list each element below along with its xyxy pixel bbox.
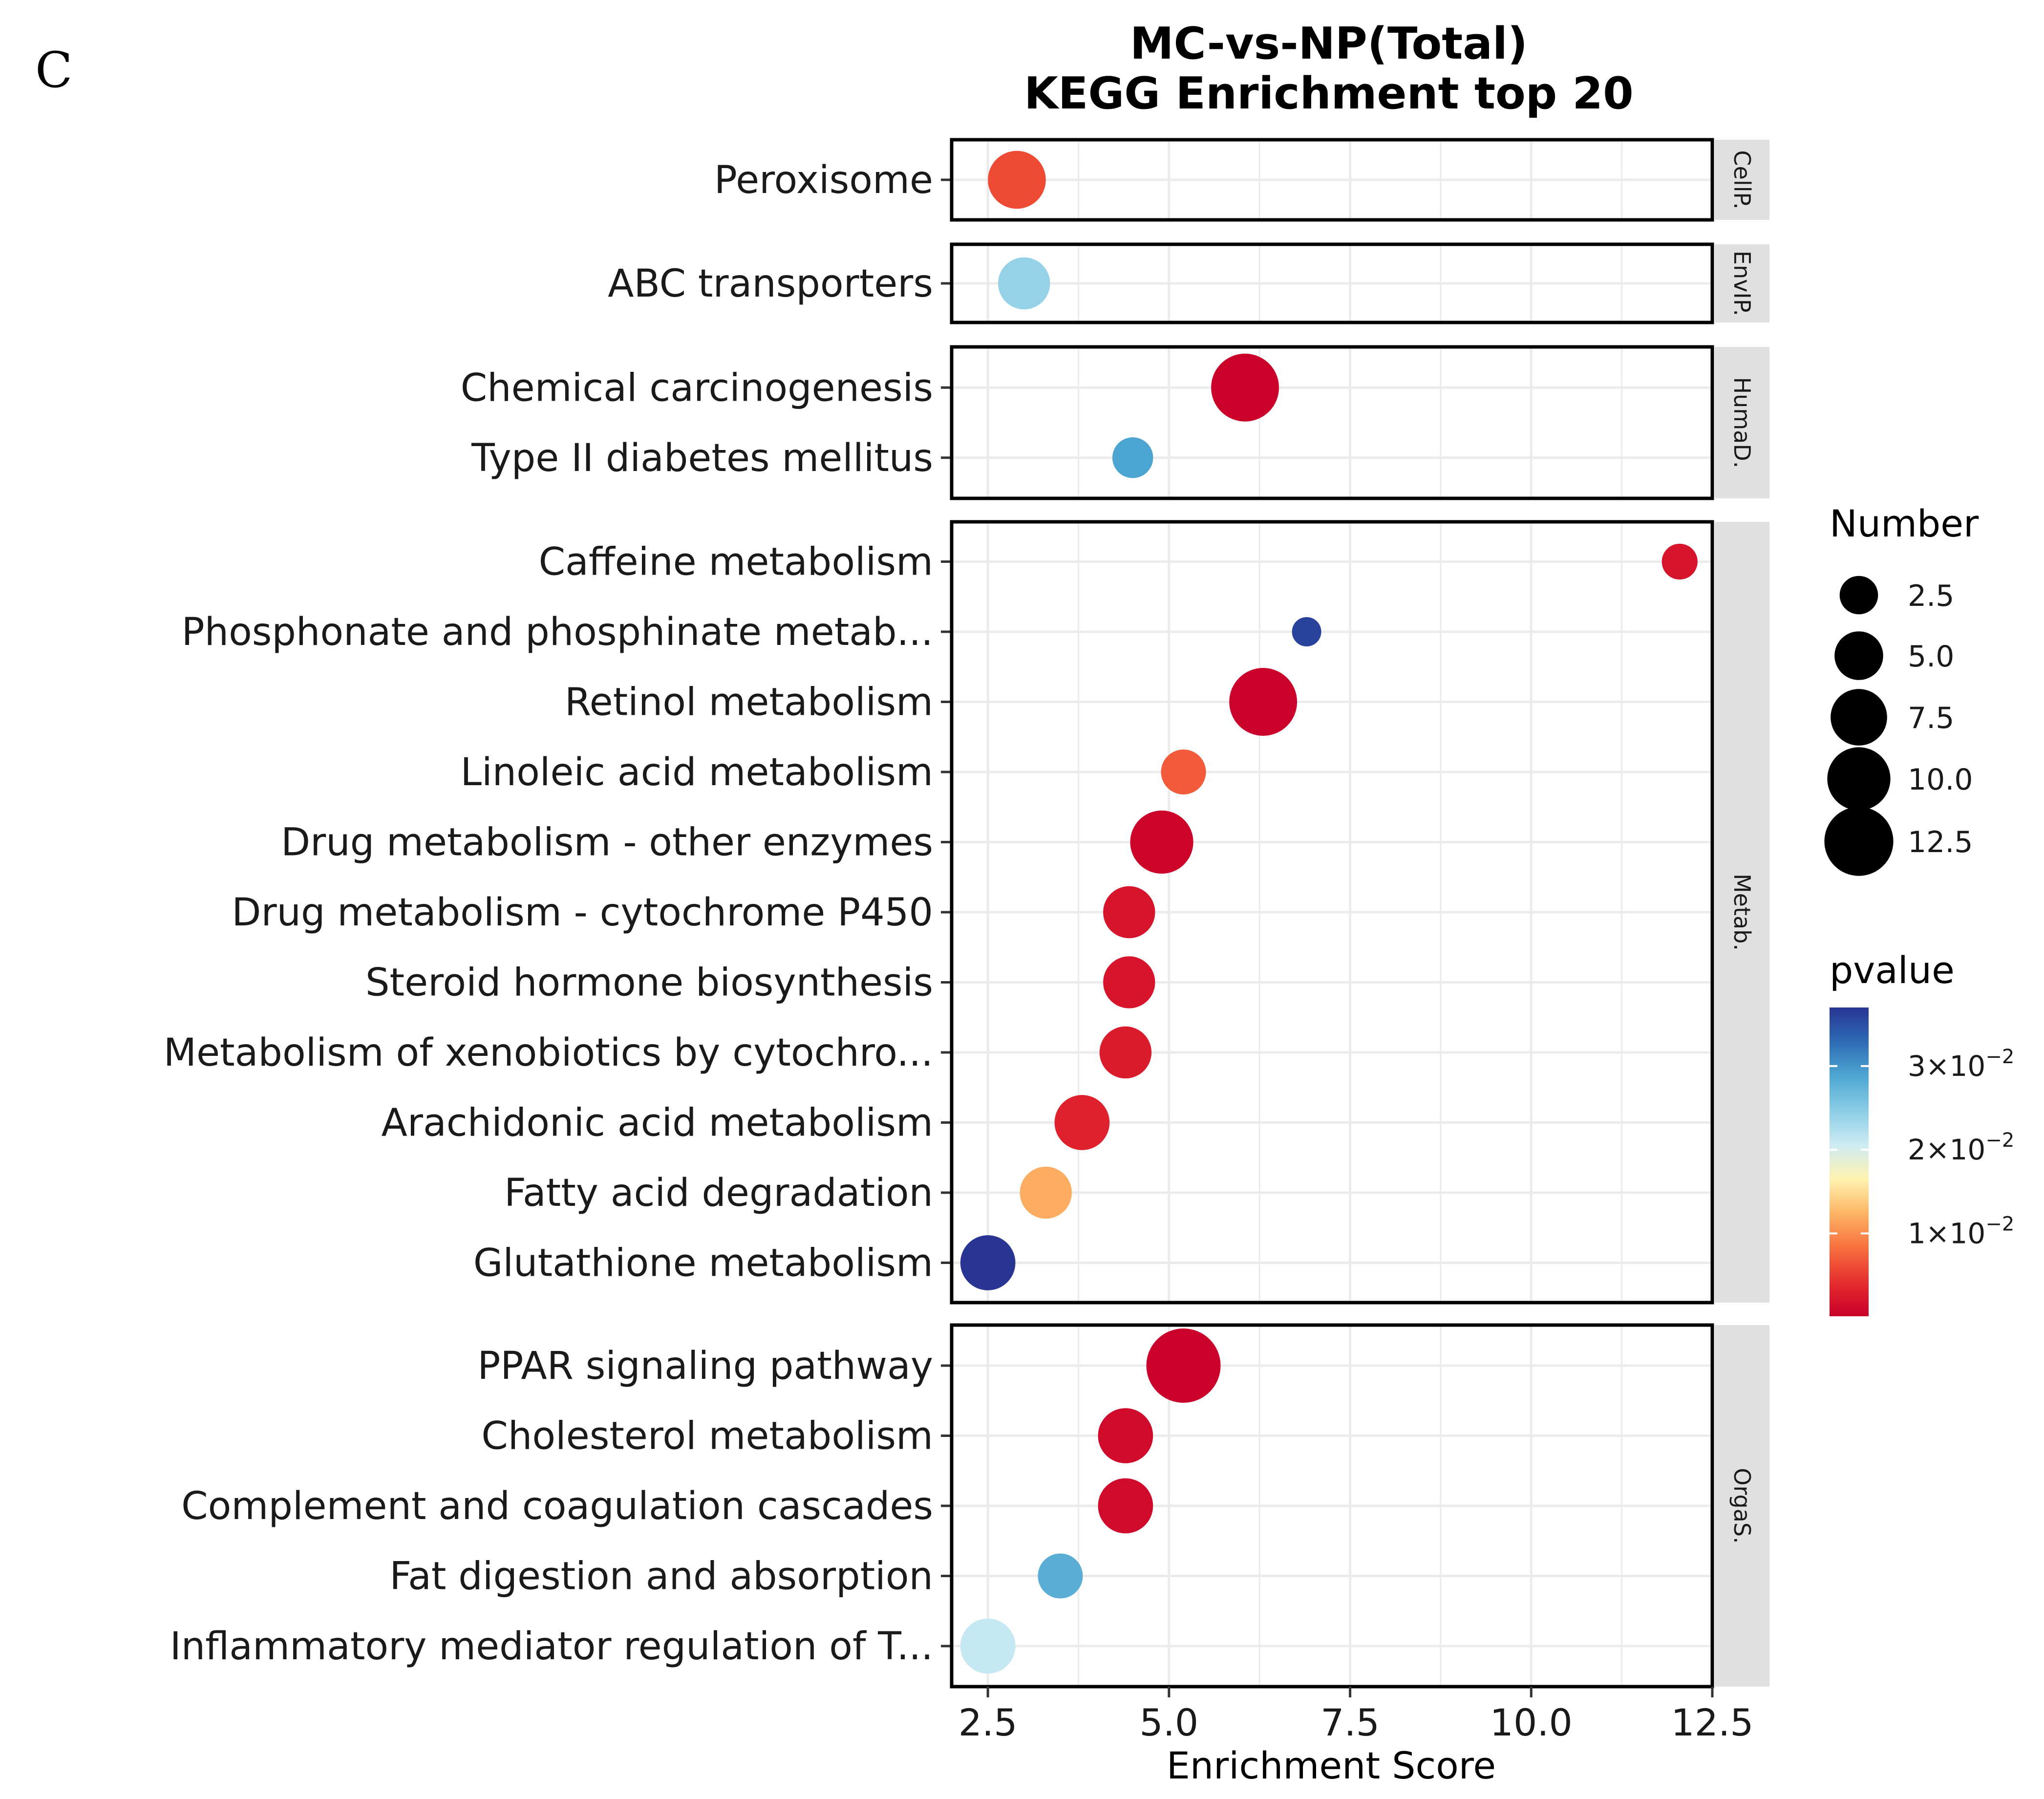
y-tick-label: ABC transporters [608, 262, 933, 306]
data-point [1103, 956, 1155, 1008]
size-legend-label: 10.0 [1908, 763, 1973, 797]
size-legend-label: 5.0 [1908, 640, 1954, 674]
facet-strip-label: CellP. [1729, 150, 1755, 209]
y-tick-label: Metabolism of xenobiotics by cytochro... [164, 1031, 933, 1075]
y-tick-label: Chemical carcinogenesis [461, 366, 933, 410]
data-point [960, 1235, 1016, 1290]
y-tick-label: Arachidonic acid metabolism [382, 1101, 933, 1145]
panel-label: C [35, 42, 73, 99]
y-tick-label: Retinol metabolism [565, 681, 933, 725]
panel-border [950, 345, 1714, 500]
data-point [1146, 1328, 1221, 1403]
size-legend-key [1839, 576, 1878, 615]
x-tick-label: 7.5 [1320, 1701, 1380, 1744]
panel-border [950, 138, 1714, 222]
data-point [1661, 543, 1698, 580]
y-tick-label: Glutathione metabolism [473, 1242, 933, 1285]
y-tick-label: Steroid hormone biosynthesis [365, 961, 933, 1005]
data-point [1099, 1026, 1152, 1079]
panel-background [952, 347, 1712, 498]
size-legend-label: 2.5 [1908, 579, 1954, 613]
facet-strip [1715, 140, 1769, 220]
size-legend: Number 2.5 5.0 7.5 10.0 12.5 [1824, 502, 1979, 876]
y-tick-label: Peroxisome [714, 158, 933, 202]
data-point [1130, 810, 1193, 874]
facet-cellp: Peroxisome CellP. [714, 138, 1769, 222]
facet-strip-label: HumaD. [1729, 377, 1755, 469]
size-legend-label: 7.5 [1908, 701, 1954, 735]
facet-strip-label: OrgaS. [1729, 1468, 1755, 1544]
size-legend-key [1824, 807, 1894, 876]
y-tick-label: Drug metabolism - cytochrome P450 [232, 891, 933, 935]
data-point [1098, 1478, 1153, 1534]
size-legend-key [1834, 631, 1883, 680]
size-legend-key [1831, 689, 1887, 746]
color-legend-label: 2×10−2 [1908, 1129, 2014, 1166]
data-point [988, 150, 1046, 209]
size-legend-key [1827, 747, 1891, 811]
size-legend-title: Number [1830, 502, 1979, 545]
data-point [1020, 1166, 1072, 1219]
data-point [1229, 668, 1298, 736]
data-point [1161, 749, 1206, 795]
facet-strip [1715, 522, 1769, 1303]
facet-humad: Chemical carcinogenesis Type II diabetes … [461, 345, 1769, 500]
data-point [1098, 1408, 1153, 1463]
y-tick-label: Phosphonate and phosphinate metab... [182, 610, 933, 654]
color-legend-label: 3×10−2 [1908, 1046, 2014, 1083]
panel-border [950, 520, 1714, 1305]
x-tick-label: 10.0 [1490, 1701, 1573, 1744]
data-point [1112, 437, 1153, 478]
facet-envip: ABC transporters EnvIP. [608, 242, 1769, 324]
facet-panels: Peroxisome CellP. ABC transporters EnvIP. Ch… [164, 138, 1769, 1689]
size-legend-label: 12.5 [1908, 825, 1973, 859]
chart-subtitle: KEGG Enrichment top 20 [1024, 68, 1634, 119]
data-point [960, 1618, 1016, 1674]
x-axis: 2.5 5.0 7.5 10.0 12.5 [958, 1687, 1754, 1744]
y-tick-label: Cholesterol metabolism [481, 1414, 933, 1458]
y-tick-label: Drug metabolism - other enzymes [281, 821, 933, 865]
y-tick-label: Caffeine metabolism [539, 540, 933, 584]
panel-border [950, 242, 1714, 324]
x-axis-title: Enrichment Score [1167, 1744, 1496, 1787]
x-tick-label: 2.5 [958, 1701, 1018, 1744]
color-legend-label: 1×10−2 [1908, 1213, 2014, 1250]
panel-border [950, 1323, 1714, 1689]
y-tick-label: Inflammatory mediator regulation of T... [170, 1625, 933, 1669]
color-legend: pvalue 1×10−2 2×10−2 3×10−2 [1830, 948, 2014, 1316]
facet-strip [1715, 347, 1769, 498]
color-legend-title: pvalue [1830, 948, 1955, 992]
facet-strip [1715, 1325, 1769, 1687]
facet-orgas: PPAR signaling pathway Cholesterol metabo… [170, 1323, 1769, 1689]
facet-strip-label: Metab. [1729, 874, 1755, 951]
data-point [1103, 886, 1155, 939]
data-point [1038, 1553, 1083, 1599]
x-tick-label: 12.5 [1671, 1701, 1753, 1744]
y-tick-label: Type II diabetes mellitus [471, 436, 933, 480]
x-tick-label: 5.0 [1139, 1701, 1198, 1744]
data-point [1054, 1095, 1110, 1150]
y-tick-label: Linoleic acid metabolism [461, 750, 934, 794]
y-tick-label: Fat digestion and absorption [389, 1555, 933, 1599]
data-point [1211, 353, 1279, 422]
data-point [998, 257, 1050, 310]
y-tick-label: PPAR signaling pathway [477, 1344, 933, 1388]
facet-strip [1715, 244, 1769, 322]
y-tick-label: Complement and coagulation cascades [181, 1484, 933, 1528]
data-point [1292, 617, 1321, 647]
chart-title: MC-vs-NP(Total) [1130, 18, 1528, 69]
color-bar [1830, 1007, 1869, 1316]
facet-metab: Caffeine metabolism Phosphonate and phosp… [164, 520, 1769, 1305]
y-tick-label: Fatty acid degradation [504, 1171, 933, 1215]
facet-strip-label: EnvIP. [1729, 251, 1755, 316]
